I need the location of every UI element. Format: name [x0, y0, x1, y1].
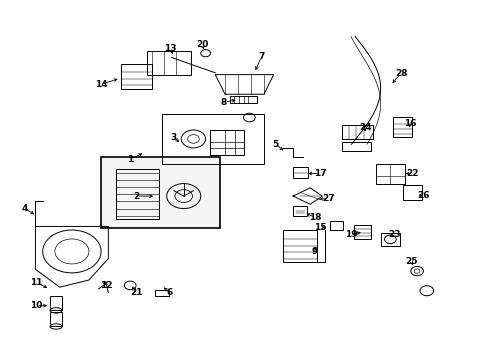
Text: 27: 27	[321, 194, 334, 203]
Text: 23: 23	[387, 230, 400, 239]
Text: 25: 25	[404, 257, 417, 266]
Text: 1: 1	[127, 155, 133, 164]
Text: 4: 4	[21, 204, 28, 213]
Text: 14: 14	[95, 80, 107, 89]
Text: 6: 6	[165, 288, 172, 297]
Text: 24: 24	[358, 123, 371, 132]
Text: 18: 18	[308, 213, 321, 222]
Text: 2: 2	[133, 192, 140, 201]
Text: 17: 17	[313, 169, 325, 178]
Text: 13: 13	[164, 44, 177, 53]
FancyBboxPatch shape	[101, 157, 220, 228]
Text: 26: 26	[416, 190, 429, 199]
Text: 19: 19	[345, 230, 357, 239]
Text: 8: 8	[221, 98, 227, 107]
Text: 22: 22	[405, 169, 418, 178]
Text: 10: 10	[30, 301, 42, 310]
Text: 20: 20	[196, 40, 208, 49]
Text: 3: 3	[170, 132, 177, 141]
Text: 12: 12	[100, 281, 112, 290]
Text: 5: 5	[272, 140, 278, 149]
Text: 28: 28	[394, 69, 407, 78]
Text: 21: 21	[130, 288, 142, 297]
Text: 16: 16	[403, 119, 415, 128]
Text: 7: 7	[258, 52, 264, 61]
Text: 9: 9	[311, 247, 318, 256]
Text: 11: 11	[30, 278, 42, 287]
Text: 15: 15	[313, 223, 325, 232]
